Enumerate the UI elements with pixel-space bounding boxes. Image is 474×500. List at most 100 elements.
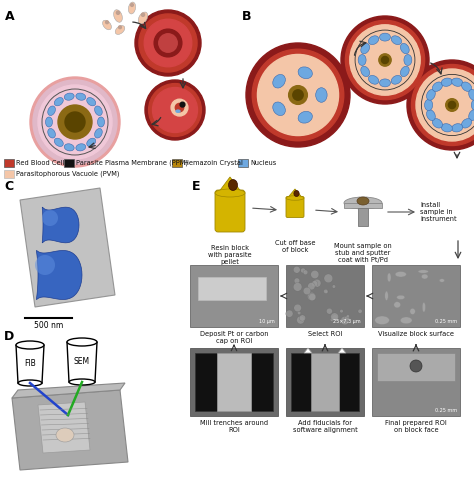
FancyBboxPatch shape [215, 190, 245, 232]
Ellipse shape [98, 117, 104, 127]
Circle shape [106, 21, 109, 24]
Circle shape [131, 4, 133, 6]
Circle shape [382, 56, 389, 64]
Circle shape [289, 86, 307, 104]
Ellipse shape [439, 278, 445, 282]
Polygon shape [304, 348, 312, 353]
Circle shape [33, 80, 117, 164]
Circle shape [180, 102, 185, 107]
Polygon shape [16, 345, 44, 383]
Text: Install
sample in
instrument: Install sample in instrument [420, 202, 456, 222]
Ellipse shape [16, 341, 44, 349]
Ellipse shape [64, 144, 74, 151]
Ellipse shape [228, 180, 237, 190]
Ellipse shape [87, 138, 96, 146]
Text: Mill trenches around
ROI: Mill trenches around ROI [200, 420, 268, 433]
Ellipse shape [387, 273, 391, 282]
Ellipse shape [385, 291, 388, 300]
Circle shape [65, 112, 85, 132]
Text: 25×7.3 µm: 25×7.3 µm [333, 319, 361, 324]
Ellipse shape [401, 66, 409, 76]
Ellipse shape [432, 82, 443, 92]
Circle shape [341, 316, 349, 325]
Ellipse shape [410, 308, 415, 314]
Text: SEM: SEM [74, 358, 90, 366]
Circle shape [303, 270, 308, 274]
Ellipse shape [215, 189, 245, 197]
Circle shape [410, 360, 422, 372]
Circle shape [246, 43, 350, 147]
FancyBboxPatch shape [344, 203, 382, 208]
Ellipse shape [114, 10, 122, 22]
Circle shape [297, 311, 301, 314]
Ellipse shape [46, 117, 53, 127]
Circle shape [446, 98, 458, 112]
Ellipse shape [394, 302, 401, 308]
Circle shape [324, 289, 328, 294]
Text: Final prepared ROI
on block face: Final prepared ROI on block face [385, 420, 447, 433]
FancyBboxPatch shape [64, 159, 74, 167]
Ellipse shape [441, 124, 452, 132]
Ellipse shape [286, 196, 304, 200]
Ellipse shape [361, 66, 370, 76]
Polygon shape [12, 390, 128, 470]
FancyBboxPatch shape [358, 208, 368, 226]
Ellipse shape [115, 26, 125, 35]
Ellipse shape [138, 12, 148, 24]
Circle shape [332, 285, 336, 288]
Circle shape [297, 316, 304, 324]
Circle shape [38, 85, 112, 159]
Circle shape [311, 280, 318, 287]
Ellipse shape [95, 106, 102, 116]
Text: Parasitophorous Vacuole (PVM): Parasitophorous Vacuole (PVM) [16, 171, 119, 177]
Circle shape [175, 104, 184, 112]
FancyBboxPatch shape [217, 353, 251, 411]
Text: FIB: FIB [24, 360, 36, 368]
Text: 0.25 mm: 0.25 mm [435, 319, 457, 324]
Circle shape [135, 10, 201, 76]
Ellipse shape [357, 197, 369, 205]
Ellipse shape [18, 380, 42, 386]
Circle shape [407, 60, 474, 150]
Circle shape [327, 308, 332, 314]
Text: C: C [4, 180, 13, 193]
Polygon shape [338, 348, 346, 353]
Ellipse shape [375, 316, 389, 324]
Polygon shape [42, 210, 58, 226]
Ellipse shape [404, 54, 412, 66]
Polygon shape [20, 188, 115, 307]
Text: Hemazoin Crystal: Hemazoin Crystal [184, 160, 243, 166]
Ellipse shape [395, 272, 406, 277]
Circle shape [340, 310, 343, 313]
FancyBboxPatch shape [311, 353, 339, 411]
Ellipse shape [391, 76, 401, 84]
Circle shape [30, 77, 120, 167]
Ellipse shape [469, 110, 474, 120]
Circle shape [159, 34, 177, 52]
FancyBboxPatch shape [286, 265, 364, 327]
Polygon shape [67, 342, 97, 382]
Circle shape [294, 278, 300, 283]
Text: Red Blood Cell: Red Blood Cell [16, 160, 64, 166]
Ellipse shape [422, 302, 426, 312]
Circle shape [325, 290, 328, 294]
FancyBboxPatch shape [286, 348, 364, 416]
Ellipse shape [298, 112, 312, 123]
Circle shape [332, 315, 338, 320]
Ellipse shape [69, 379, 95, 385]
Circle shape [448, 102, 456, 108]
Circle shape [331, 313, 338, 320]
Ellipse shape [452, 78, 463, 86]
Circle shape [293, 90, 303, 100]
FancyBboxPatch shape [286, 196, 304, 218]
FancyBboxPatch shape [198, 277, 266, 300]
Ellipse shape [361, 44, 370, 54]
Polygon shape [35, 255, 55, 275]
FancyBboxPatch shape [4, 159, 14, 167]
Circle shape [293, 266, 300, 273]
Circle shape [346, 314, 349, 318]
Circle shape [171, 99, 188, 116]
Ellipse shape [48, 106, 55, 116]
Ellipse shape [316, 88, 327, 102]
Ellipse shape [55, 138, 63, 146]
